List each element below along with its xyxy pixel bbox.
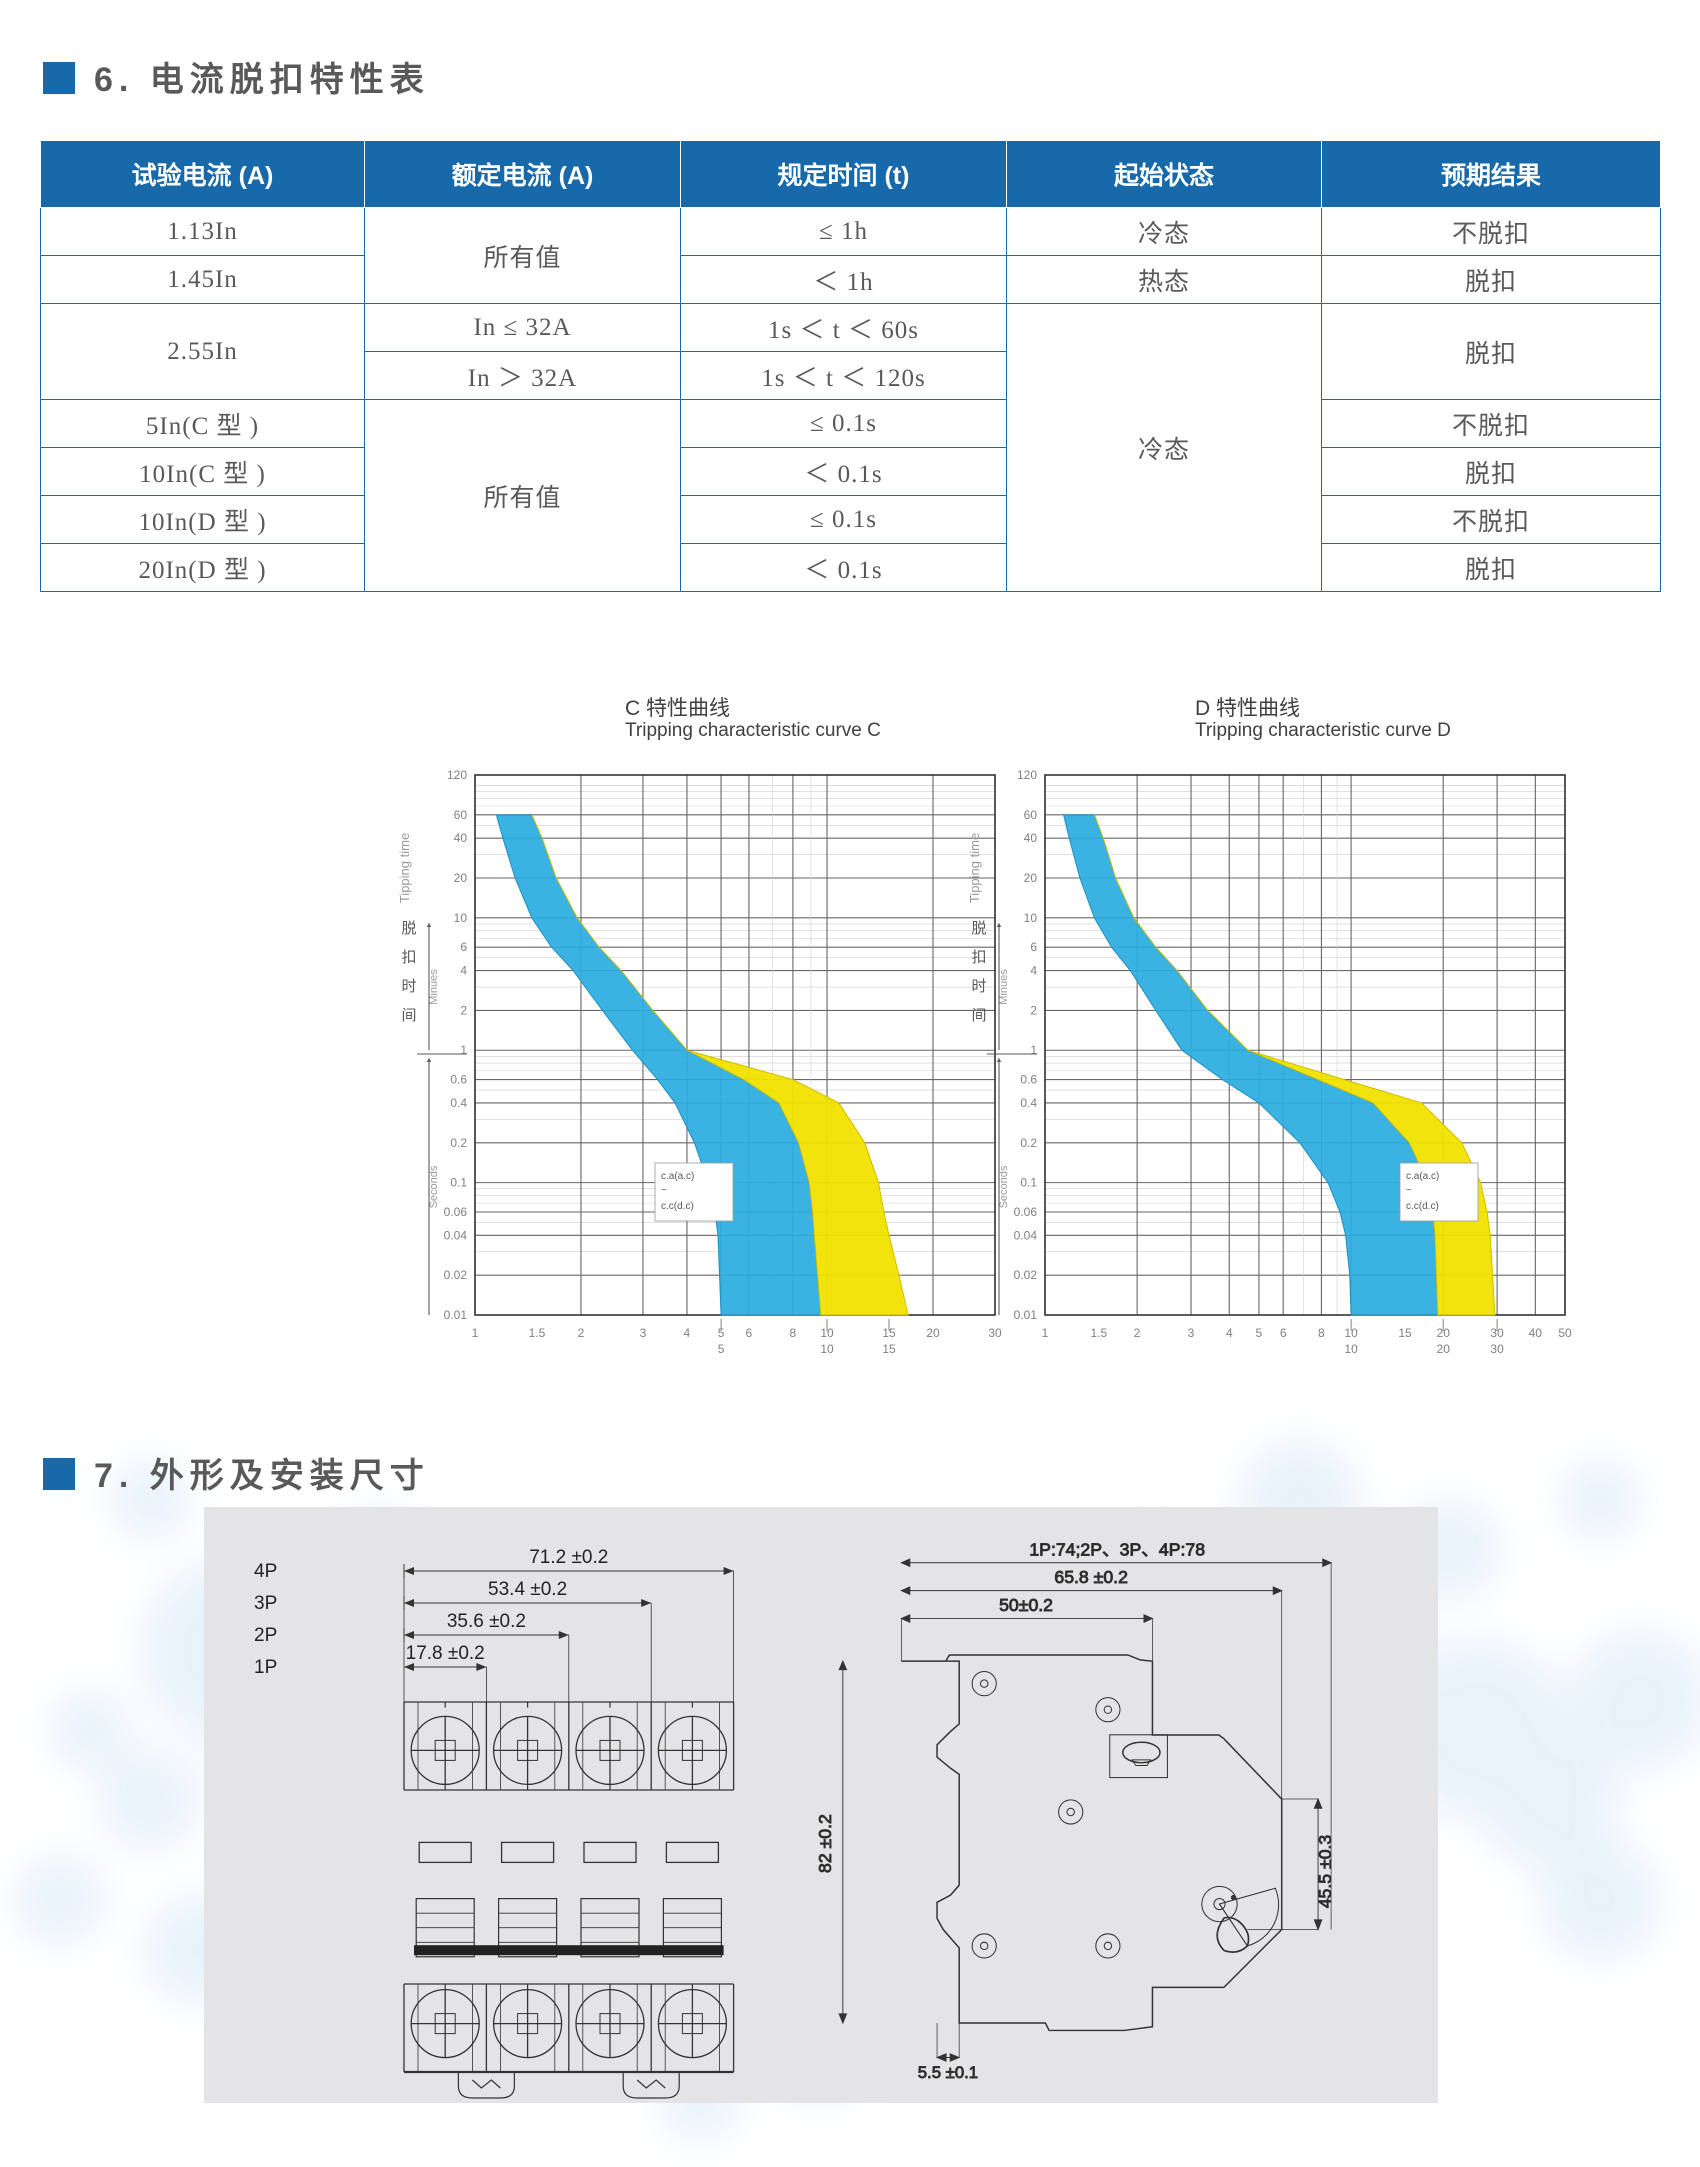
svg-text:0.04: 0.04 bbox=[444, 1228, 468, 1242]
svg-text:20: 20 bbox=[1437, 1342, 1451, 1356]
svg-text:50: 50 bbox=[1558, 1326, 1572, 1340]
svg-text:71.2 ±0.2: 71.2 ±0.2 bbox=[529, 1547, 608, 1568]
svg-text:脱: 脱 bbox=[401, 920, 416, 937]
svg-text:1P: 1P bbox=[254, 1657, 277, 1678]
svg-text:1: 1 bbox=[1042, 1326, 1049, 1340]
svg-text:0.1: 0.1 bbox=[1020, 1176, 1037, 1190]
svg-text:5: 5 bbox=[1256, 1326, 1263, 1340]
svg-text:0.06: 0.06 bbox=[444, 1205, 468, 1219]
svg-text:10: 10 bbox=[820, 1342, 834, 1356]
svg-text:17.8 ±0.2: 17.8 ±0.2 bbox=[406, 1643, 485, 1664]
svg-text:0.4: 0.4 bbox=[1020, 1096, 1037, 1110]
svg-text:~: ~ bbox=[1406, 1185, 1412, 1196]
svg-text:3: 3 bbox=[640, 1326, 647, 1340]
svg-text:120: 120 bbox=[447, 768, 467, 782]
svg-text:0.2: 0.2 bbox=[450, 1136, 467, 1150]
svg-text:15: 15 bbox=[882, 1342, 896, 1356]
svg-text:0.02: 0.02 bbox=[444, 1268, 468, 1282]
svg-text:Tipping time: Tipping time bbox=[967, 833, 982, 903]
svg-text:3: 3 bbox=[1188, 1326, 1195, 1340]
svg-text:120: 120 bbox=[1017, 768, 1037, 782]
svg-text:6: 6 bbox=[460, 940, 467, 954]
svg-text:20: 20 bbox=[926, 1326, 940, 1340]
svg-text:间: 间 bbox=[971, 1007, 986, 1024]
svg-text:2: 2 bbox=[1134, 1326, 1141, 1340]
svg-text:65.8 ±0.2: 65.8 ±0.2 bbox=[1054, 1567, 1128, 1587]
svg-text:4: 4 bbox=[1226, 1326, 1233, 1340]
svg-text:Minues: Minues bbox=[428, 969, 440, 1005]
svg-text:0.4: 0.4 bbox=[450, 1096, 467, 1110]
svg-text:60: 60 bbox=[454, 808, 468, 822]
svg-text:0.6: 0.6 bbox=[1020, 1073, 1037, 1087]
svg-text:30: 30 bbox=[1490, 1342, 1504, 1356]
svg-text:35.6 ±0.2: 35.6 ±0.2 bbox=[447, 1611, 526, 1632]
svg-text:4: 4 bbox=[1030, 964, 1037, 978]
svg-text:2: 2 bbox=[578, 1326, 585, 1340]
svg-text:10: 10 bbox=[1344, 1342, 1358, 1356]
svg-text:时: 时 bbox=[401, 978, 416, 995]
svg-text:1P:74;2P、3P、4P:78: 1P:74;2P、3P、4P:78 bbox=[1029, 1539, 1205, 1559]
svg-text:2: 2 bbox=[1030, 1003, 1037, 1017]
svg-text:53.4 ±0.2: 53.4 ±0.2 bbox=[488, 1579, 567, 1600]
svg-text:5: 5 bbox=[718, 1342, 725, 1356]
svg-text:~: ~ bbox=[661, 1185, 667, 1196]
svg-text:c.a(a.c): c.a(a.c) bbox=[661, 1171, 694, 1182]
svg-text:50±0.2: 50±0.2 bbox=[999, 1595, 1053, 1615]
svg-text:间: 间 bbox=[401, 1007, 416, 1024]
svg-text:0.2: 0.2 bbox=[1020, 1136, 1037, 1150]
svg-text:0.06: 0.06 bbox=[1014, 1205, 1038, 1219]
svg-text:c.a(a.c): c.a(a.c) bbox=[1406, 1171, 1439, 1182]
svg-text:扣: 扣 bbox=[971, 949, 986, 966]
svg-text:20: 20 bbox=[1024, 871, 1038, 885]
svg-text:3P: 3P bbox=[254, 1593, 277, 1614]
svg-text:20: 20 bbox=[454, 871, 468, 885]
svg-text:5.5 ±0.1: 5.5 ±0.1 bbox=[918, 2063, 978, 2082]
svg-text:45.5 ±0.3: 45.5 ±0.3 bbox=[1315, 1835, 1335, 1909]
svg-text:82 ±0.2: 82 ±0.2 bbox=[815, 1814, 835, 1873]
svg-text:8: 8 bbox=[1318, 1326, 1325, 1340]
svg-text:Seconds: Seconds bbox=[998, 1165, 1010, 1208]
svg-text:40: 40 bbox=[1024, 831, 1038, 845]
svg-text:10: 10 bbox=[1024, 911, 1038, 925]
svg-text:2P: 2P bbox=[254, 1625, 277, 1646]
svg-text:0.1: 0.1 bbox=[450, 1176, 467, 1190]
svg-text:10: 10 bbox=[454, 911, 468, 925]
svg-text:Tipping time: Tipping time bbox=[397, 833, 412, 903]
svg-text:6: 6 bbox=[1280, 1326, 1287, 1340]
svg-text:40: 40 bbox=[454, 831, 468, 845]
svg-text:扣: 扣 bbox=[401, 949, 416, 966]
svg-text:6: 6 bbox=[1030, 940, 1037, 954]
svg-text:8: 8 bbox=[790, 1326, 797, 1340]
svg-text:0.04: 0.04 bbox=[1014, 1228, 1038, 1242]
svg-text:1: 1 bbox=[472, 1326, 479, 1340]
svg-text:时: 时 bbox=[971, 978, 986, 995]
svg-text:1: 1 bbox=[460, 1043, 467, 1057]
svg-text:0.01: 0.01 bbox=[1014, 1308, 1038, 1322]
svg-text:1.5: 1.5 bbox=[529, 1326, 546, 1340]
svg-text:0.6: 0.6 bbox=[450, 1073, 467, 1087]
svg-text:40: 40 bbox=[1529, 1326, 1543, 1340]
svg-text:Seconds: Seconds bbox=[428, 1165, 440, 1208]
svg-text:2: 2 bbox=[460, 1003, 467, 1017]
svg-text:0.01: 0.01 bbox=[444, 1308, 468, 1322]
svg-text:c.c(d.c): c.c(d.c) bbox=[661, 1201, 694, 1212]
svg-text:Minues: Minues bbox=[998, 969, 1010, 1005]
svg-text:1.5: 1.5 bbox=[1091, 1326, 1108, 1340]
svg-text:脱: 脱 bbox=[971, 920, 986, 937]
svg-text:1: 1 bbox=[1030, 1043, 1037, 1057]
svg-text:c.c(d.c): c.c(d.c) bbox=[1406, 1201, 1439, 1212]
svg-text:6: 6 bbox=[746, 1326, 753, 1340]
svg-text:60: 60 bbox=[1024, 808, 1038, 822]
svg-text:4: 4 bbox=[460, 964, 467, 978]
svg-text:0.02: 0.02 bbox=[1014, 1268, 1038, 1282]
svg-text:4P: 4P bbox=[254, 1561, 277, 1582]
svg-text:4: 4 bbox=[684, 1326, 691, 1340]
svg-text:15: 15 bbox=[1398, 1326, 1412, 1340]
